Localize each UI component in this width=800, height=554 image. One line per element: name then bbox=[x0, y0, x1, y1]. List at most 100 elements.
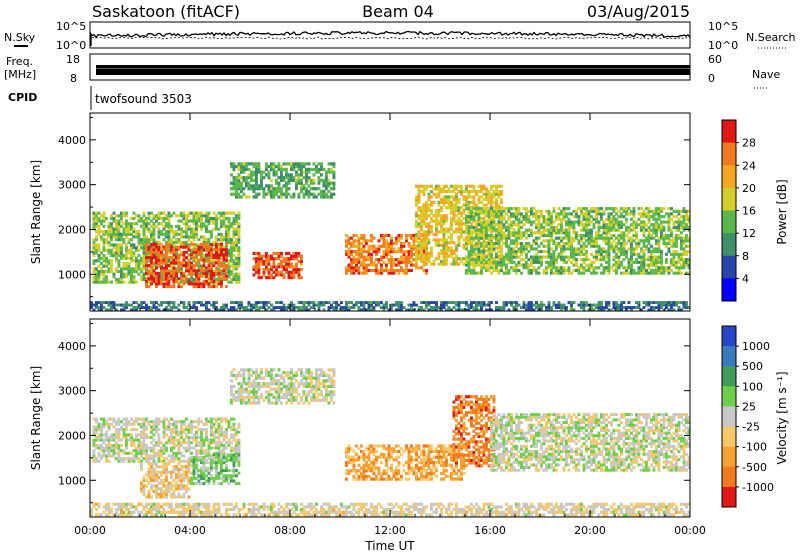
power-cell bbox=[297, 165, 301, 169]
power-cell bbox=[632, 271, 636, 275]
power-cell bbox=[182, 253, 186, 257]
power-cell bbox=[357, 252, 361, 256]
power-cell bbox=[127, 267, 131, 271]
power-cell bbox=[597, 228, 601, 232]
power-cell bbox=[155, 219, 158, 223]
power-cell bbox=[142, 275, 146, 279]
power-cell bbox=[680, 220, 683, 224]
power-cell bbox=[300, 189, 303, 193]
power-cell bbox=[330, 162, 333, 166]
power-cell bbox=[110, 243, 113, 247]
power-cell bbox=[407, 234, 411, 238]
power-cell bbox=[365, 239, 368, 243]
power-cell bbox=[397, 271, 401, 275]
power-cell bbox=[367, 306, 371, 309]
power-cell bbox=[672, 260, 676, 264]
power-cell bbox=[232, 165, 236, 169]
power-cell bbox=[235, 230, 238, 234]
power-cell bbox=[680, 215, 683, 219]
power-cell bbox=[585, 212, 588, 216]
power-cell bbox=[647, 271, 651, 275]
power-cell bbox=[200, 282, 203, 286]
power-cell bbox=[97, 301, 101, 304]
power-cell bbox=[550, 220, 553, 224]
power-cell bbox=[322, 308, 326, 312]
power-cell bbox=[655, 247, 658, 251]
power-cell bbox=[127, 230, 131, 234]
power-cell bbox=[145, 254, 148, 258]
power-cell bbox=[205, 238, 208, 242]
power-cell bbox=[135, 232, 138, 236]
power-cell bbox=[125, 211, 128, 215]
power-cell bbox=[617, 223, 621, 227]
power-cell bbox=[675, 209, 678, 213]
power-cell bbox=[377, 303, 381, 307]
power-cell bbox=[230, 308, 233, 312]
power-cell bbox=[595, 258, 598, 262]
power-cell bbox=[232, 187, 236, 191]
power-cell bbox=[295, 270, 298, 274]
power-cell bbox=[495, 306, 498, 309]
power-cell bbox=[585, 207, 588, 211]
power-cell bbox=[172, 235, 176, 239]
power-cell bbox=[230, 211, 233, 215]
power-cell bbox=[682, 239, 686, 243]
power-cell bbox=[232, 230, 236, 234]
power-cell bbox=[352, 242, 356, 246]
power-cell bbox=[232, 275, 236, 279]
power-cell bbox=[205, 266, 208, 270]
power-cell bbox=[687, 215, 691, 219]
power-cell bbox=[537, 231, 541, 235]
power-cell bbox=[625, 209, 628, 213]
power-cell bbox=[632, 212, 636, 216]
power-cell bbox=[225, 230, 228, 234]
power-cell bbox=[547, 223, 551, 227]
power-cell bbox=[117, 232, 121, 236]
power-cell bbox=[597, 250, 601, 254]
power-cell bbox=[305, 173, 308, 177]
power-cell bbox=[285, 181, 288, 185]
power-cell bbox=[620, 308, 623, 312]
power-cell bbox=[407, 308, 411, 312]
power-cell bbox=[672, 242, 676, 246]
power-cell bbox=[367, 239, 371, 243]
power-cell bbox=[195, 230, 198, 234]
power-cell bbox=[617, 255, 621, 259]
power-cell bbox=[200, 258, 203, 262]
power-cell bbox=[122, 222, 126, 226]
power-cell bbox=[430, 301, 433, 304]
power-cell bbox=[500, 220, 503, 224]
power-cell bbox=[470, 303, 473, 307]
power-cell bbox=[125, 272, 128, 276]
power-cell bbox=[280, 173, 283, 177]
power-cell bbox=[245, 165, 248, 169]
power-cell bbox=[197, 277, 201, 281]
power-cell bbox=[425, 230, 428, 234]
power-cell bbox=[552, 271, 556, 275]
power-cell bbox=[465, 190, 468, 194]
power-cell bbox=[445, 251, 448, 255]
power-cell bbox=[372, 301, 376, 304]
power-cell bbox=[417, 252, 421, 256]
power-cell bbox=[362, 260, 366, 264]
power-cell bbox=[160, 222, 163, 226]
power-cell bbox=[210, 271, 213, 275]
power-cell bbox=[372, 306, 376, 309]
power-cell bbox=[157, 303, 161, 307]
power-cell bbox=[682, 263, 686, 267]
power-cell bbox=[575, 252, 578, 256]
power-cell bbox=[492, 225, 496, 229]
power-cell bbox=[592, 223, 596, 227]
power-cell bbox=[177, 238, 181, 242]
power-cell bbox=[160, 266, 163, 270]
power-cell bbox=[512, 231, 516, 235]
power-cell bbox=[217, 242, 221, 246]
power-cell bbox=[270, 303, 273, 307]
power-cell bbox=[655, 258, 658, 262]
power-cell bbox=[220, 272, 223, 276]
power-cell bbox=[235, 272, 238, 276]
power-cell bbox=[237, 167, 241, 171]
power-cell bbox=[122, 214, 126, 218]
power-cell bbox=[110, 222, 113, 226]
power-cell bbox=[545, 228, 548, 232]
